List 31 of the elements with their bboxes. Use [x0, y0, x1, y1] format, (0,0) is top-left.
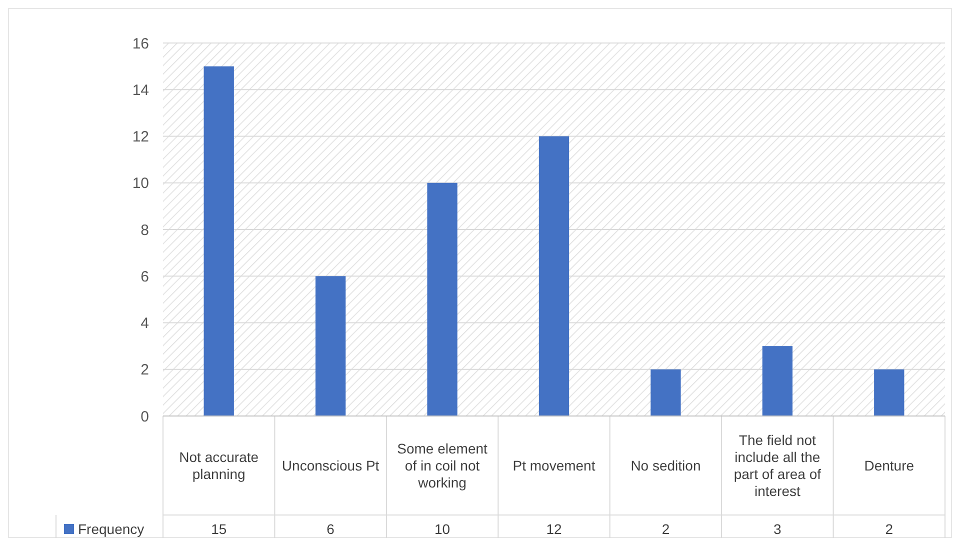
bar [315, 276, 346, 416]
data-label: 10 [434, 520, 450, 537]
x-tick-label: Unconscious Pt [282, 457, 380, 474]
y-tick-label: 8 [140, 222, 149, 239]
bar [762, 346, 793, 416]
x-tick-label: Not accurate planning [179, 448, 259, 482]
x-tick-label: Denture [864, 457, 914, 474]
data-label: 2 [662, 520, 670, 537]
x-tick-label: Some element of in coil not working [397, 440, 488, 490]
y-tick-label: 12 [132, 128, 149, 146]
data-label: 15 [211, 520, 227, 537]
data-label: 6 [326, 520, 335, 537]
y-tick-label: 2 [140, 362, 149, 379]
x-tick-label: No sedition [630, 457, 701, 474]
bar [427, 182, 458, 416]
data-label: 2 [885, 520, 894, 537]
bar [650, 369, 681, 416]
y-tick-label: 0 [140, 408, 149, 426]
data-label: 12 [546, 520, 562, 537]
y-tick-label: 16 [132, 35, 149, 52]
legend-label: Frequency [78, 520, 144, 537]
y-tick-label: 10 [132, 175, 149, 192]
bar [874, 369, 904, 416]
y-tick-label: 6 [140, 268, 149, 286]
bar [204, 66, 234, 416]
bar [538, 136, 570, 416]
data-label: 3 [774, 520, 782, 537]
y-tick-label: 4 [140, 315, 149, 332]
x-tick-label: The field not include all the part of area of interest [734, 432, 822, 499]
y-tick-label: 14 [132, 82, 149, 99]
x-tick-label: Pt movement [512, 457, 596, 474]
